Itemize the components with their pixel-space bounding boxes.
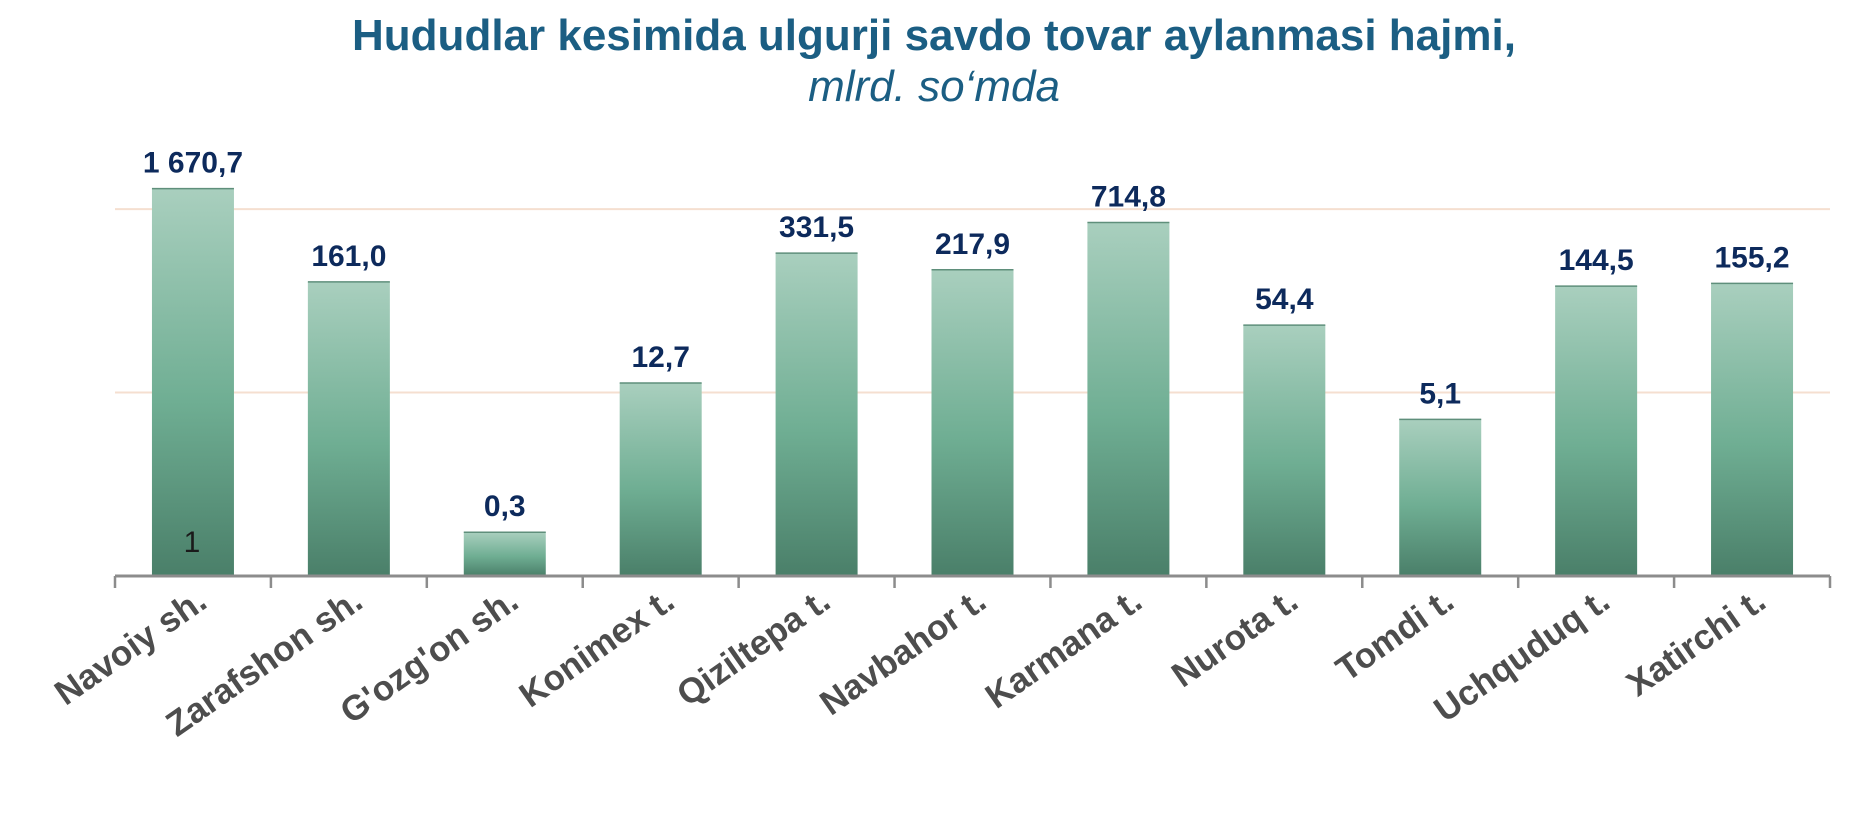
data-label: 161,0 (311, 240, 386, 273)
category-label: Xatirchi t. (1620, 581, 1773, 704)
category-label: Konimex t. (512, 581, 681, 716)
chart-title: Hududlar kesimida ulgurji savdo tovar ay… (352, 11, 1516, 60)
data-label: 12,7 (631, 341, 689, 374)
category-label: Qiziltepa t. (670, 581, 837, 714)
bar (1243, 325, 1326, 576)
data-labels: 1 670,7 161,0 0,3 12,7 331,5 217,9 714,8 54,4 5,… (143, 147, 1790, 524)
annotation-mark: 1 (184, 526, 201, 559)
data-label: 331,5 (779, 211, 854, 244)
bar (931, 269, 1014, 576)
data-label: 217,9 (935, 228, 1010, 261)
data-label: 155,2 (1715, 241, 1790, 274)
category-label: Tomdi t. (1329, 581, 1461, 690)
bar (151, 188, 234, 577)
category-label: Karmana t. (978, 581, 1149, 717)
data-label: 5,1 (1419, 377, 1461, 410)
bar (775, 253, 858, 577)
chart-subtitle: mlrd. so‘mda (808, 62, 1060, 111)
data-label: 1 670,7 (143, 147, 243, 180)
bar (1555, 286, 1638, 576)
category-label: Uchquduq t. (1427, 581, 1617, 730)
data-label: 144,5 (1559, 244, 1634, 277)
bar (1087, 222, 1170, 577)
bar (1711, 283, 1794, 576)
bars (151, 187, 1794, 577)
bar (1399, 419, 1482, 576)
category-labels: Navoiy sh.Zarafshon sh.G'ozg'on sh.Konim… (48, 581, 1773, 745)
bar (463, 532, 546, 576)
bar (307, 281, 390, 576)
grid-lines (114, 145, 1831, 576)
data-label: 0,3 (484, 490, 526, 523)
data-label: 54,4 (1255, 283, 1314, 316)
data-label: 714,8 (1091, 180, 1166, 213)
category-label: Nurota t. (1165, 581, 1305, 695)
bar (619, 383, 702, 576)
category-label: Navbahor t. (813, 581, 993, 723)
x-axis (113, 574, 1832, 588)
